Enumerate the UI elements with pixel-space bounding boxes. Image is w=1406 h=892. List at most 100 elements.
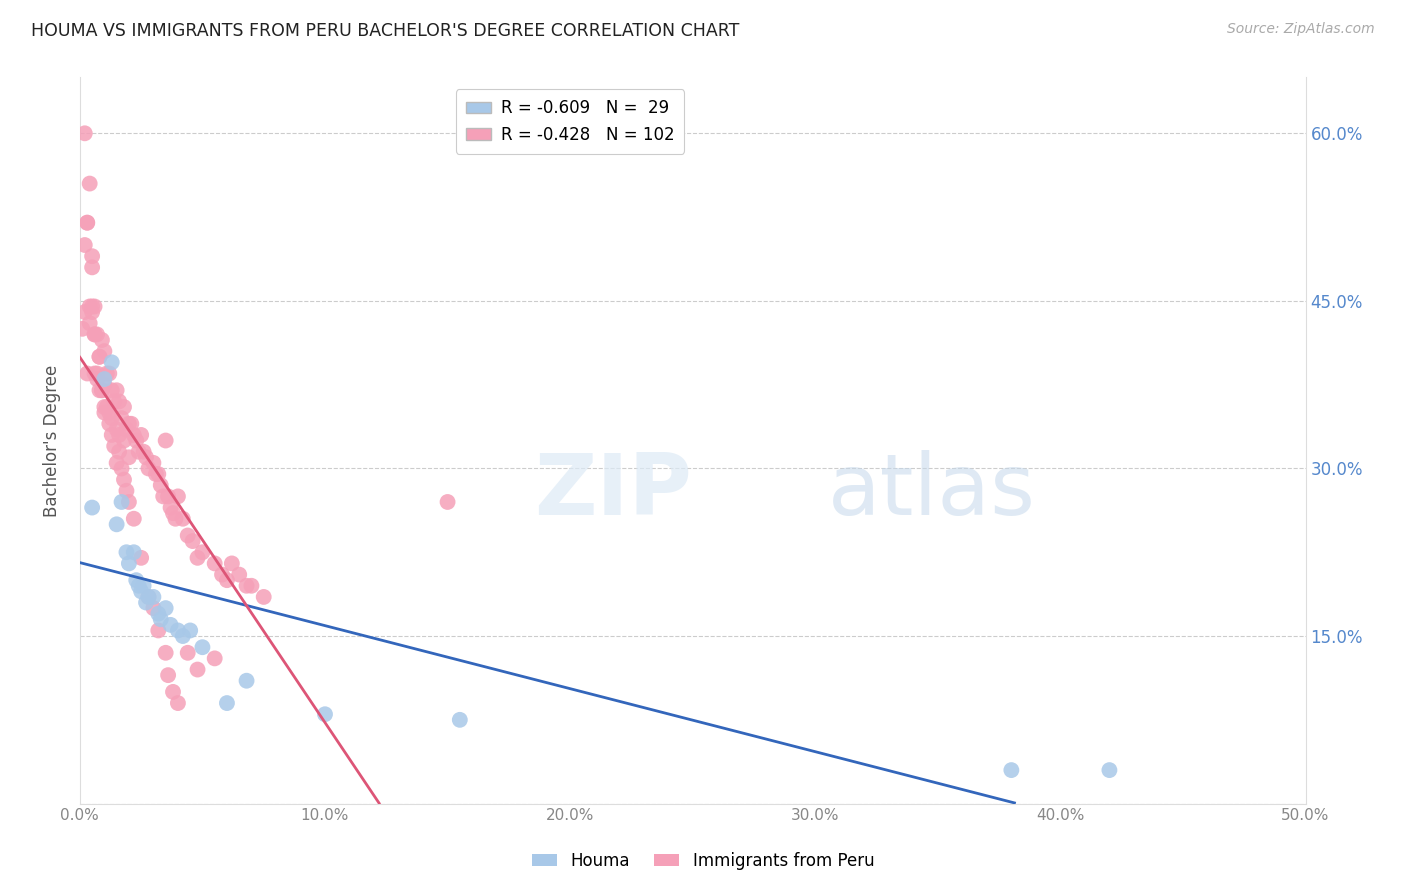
Point bbox=[82, 249, 104, 263]
Point bbox=[145, 467, 167, 481]
Point bbox=[172, 629, 194, 643]
Point bbox=[93, 400, 115, 414]
Point bbox=[148, 607, 170, 621]
Point bbox=[159, 618, 181, 632]
Point bbox=[76, 216, 98, 230]
Point bbox=[90, 384, 112, 398]
Point bbox=[157, 489, 180, 503]
Point bbox=[122, 428, 145, 442]
Point bbox=[115, 545, 138, 559]
Point bbox=[235, 579, 257, 593]
Point bbox=[100, 384, 122, 398]
Point bbox=[135, 595, 157, 609]
Point bbox=[167, 489, 190, 503]
Point bbox=[148, 467, 170, 481]
Point bbox=[96, 367, 118, 381]
Point bbox=[436, 495, 458, 509]
Point bbox=[253, 590, 276, 604]
Point bbox=[129, 584, 152, 599]
Point bbox=[204, 557, 226, 571]
Point bbox=[79, 316, 101, 330]
Point bbox=[89, 350, 111, 364]
Point bbox=[115, 483, 138, 498]
Point bbox=[135, 450, 157, 465]
Point bbox=[142, 456, 165, 470]
Point bbox=[120, 417, 142, 431]
Point bbox=[93, 406, 115, 420]
Point bbox=[155, 434, 177, 448]
Point bbox=[314, 707, 336, 722]
Point bbox=[167, 696, 190, 710]
Point bbox=[72, 322, 94, 336]
Point bbox=[82, 300, 104, 314]
Point bbox=[112, 400, 135, 414]
Point bbox=[82, 500, 104, 515]
Point bbox=[98, 367, 121, 381]
Point bbox=[90, 384, 112, 398]
Point bbox=[105, 384, 128, 398]
Point bbox=[179, 624, 201, 638]
Point bbox=[86, 367, 108, 381]
Legend: Houma, Immigrants from Peru: Houma, Immigrants from Peru bbox=[524, 846, 882, 877]
Point bbox=[105, 456, 128, 470]
Point bbox=[138, 461, 160, 475]
Point bbox=[1098, 763, 1121, 777]
Point bbox=[90, 333, 112, 347]
Point bbox=[162, 685, 184, 699]
Point bbox=[118, 495, 141, 509]
Point bbox=[96, 400, 118, 414]
Point bbox=[110, 495, 132, 509]
Point bbox=[228, 567, 250, 582]
Point bbox=[115, 422, 138, 436]
Point bbox=[108, 394, 131, 409]
Point bbox=[221, 557, 243, 571]
Point bbox=[100, 355, 122, 369]
Point bbox=[98, 406, 121, 420]
Point bbox=[73, 126, 96, 140]
Point bbox=[138, 590, 160, 604]
Point bbox=[152, 489, 174, 503]
Point bbox=[79, 177, 101, 191]
Point bbox=[162, 506, 184, 520]
Point bbox=[103, 439, 125, 453]
Point bbox=[215, 573, 238, 587]
Point bbox=[100, 428, 122, 442]
Point bbox=[204, 651, 226, 665]
Point bbox=[112, 473, 135, 487]
Point bbox=[100, 411, 122, 425]
Point bbox=[449, 713, 471, 727]
Point bbox=[89, 384, 111, 398]
Point bbox=[93, 344, 115, 359]
Point bbox=[86, 327, 108, 342]
Point bbox=[118, 417, 141, 431]
Point bbox=[211, 567, 233, 582]
Point bbox=[129, 550, 152, 565]
Point bbox=[165, 512, 187, 526]
Point bbox=[108, 428, 131, 442]
Point bbox=[177, 646, 200, 660]
Y-axis label: Bachelor's Degree: Bachelor's Degree bbox=[44, 365, 60, 516]
Point bbox=[83, 367, 105, 381]
Point bbox=[149, 612, 172, 626]
Point bbox=[76, 367, 98, 381]
Point bbox=[128, 579, 150, 593]
Point bbox=[122, 512, 145, 526]
Point bbox=[82, 305, 104, 319]
Point bbox=[112, 434, 135, 448]
Point bbox=[186, 550, 208, 565]
Point bbox=[142, 601, 165, 615]
Point bbox=[148, 624, 170, 638]
Point bbox=[118, 450, 141, 465]
Text: Source: ZipAtlas.com: Source: ZipAtlas.com bbox=[1227, 22, 1375, 37]
Point bbox=[110, 461, 132, 475]
Point bbox=[118, 557, 141, 571]
Point bbox=[235, 673, 257, 688]
Point bbox=[105, 517, 128, 532]
Point bbox=[1000, 763, 1022, 777]
Point bbox=[240, 579, 263, 593]
Point bbox=[108, 444, 131, 458]
Point bbox=[149, 478, 172, 492]
Point bbox=[76, 216, 98, 230]
Point bbox=[167, 624, 190, 638]
Point bbox=[93, 377, 115, 392]
